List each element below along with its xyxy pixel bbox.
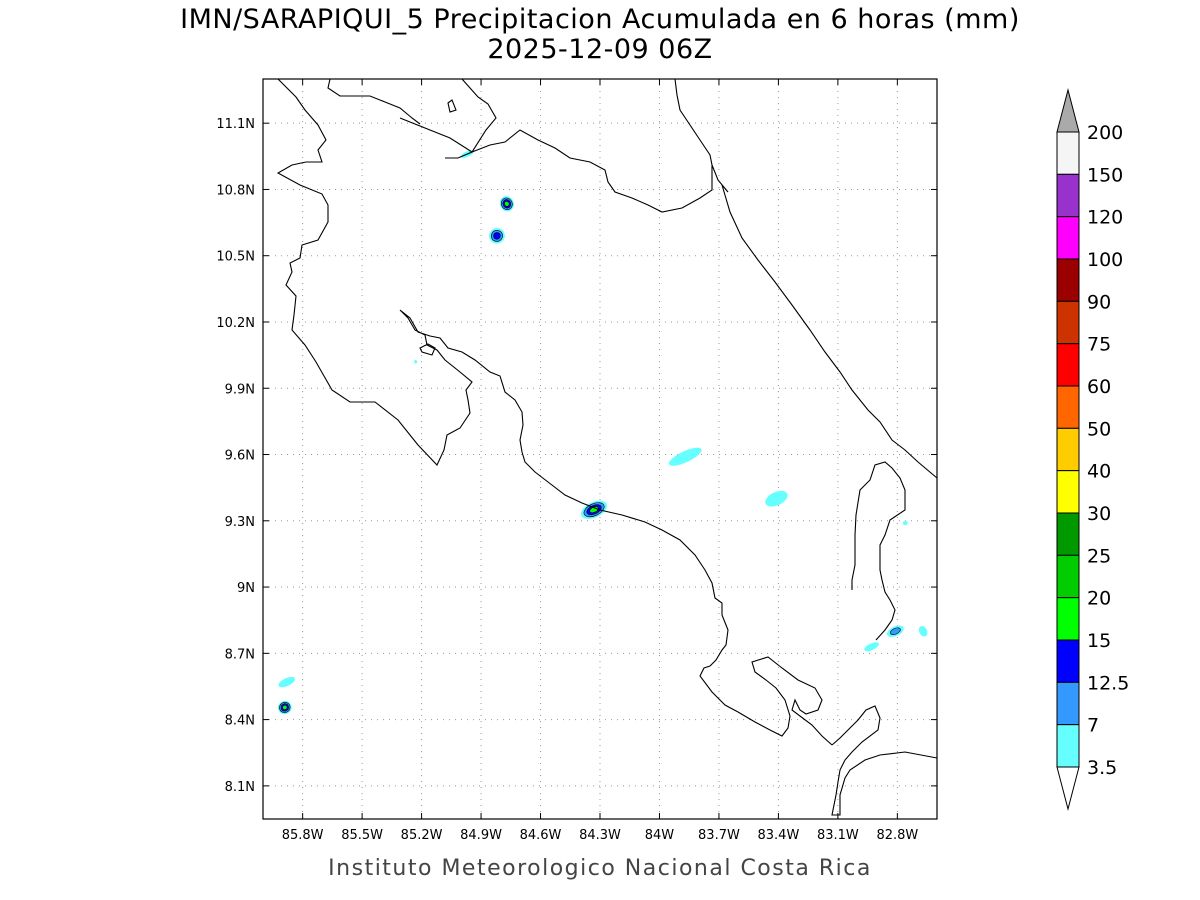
precip-cell [918, 625, 928, 637]
colorbar-level-label: 7 [1087, 715, 1099, 737]
precip-cell [499, 196, 514, 212]
colorbar-level-label: 150 [1087, 164, 1123, 186]
lon-tick-label: 84W [645, 828, 675, 843]
precipitation-layer [277, 150, 928, 715]
colorbar-level-label: 200 [1087, 122, 1123, 144]
lat-tick-label: 9.9N [225, 382, 255, 397]
colorbar-swatch [1056, 724, 1080, 768]
lat-tick-label: 9.3N [225, 515, 255, 530]
gridlines [263, 79, 937, 819]
colorbar-level-label: 15 [1087, 630, 1111, 652]
lon-tick-label: 83.7W [698, 828, 740, 843]
precip-cell [668, 447, 702, 466]
precip-cell [414, 360, 418, 364]
precip-cell [902, 520, 908, 526]
latitude-axis: 11.1N 10.8N 10.5N 10.2N 9.9N 9.6N 9.3N 9N 8.7N 8.… [216, 117, 937, 795]
colorbar-level-label: 30 [1087, 503, 1111, 525]
precip-contour [902, 520, 908, 526]
precip-cell [887, 625, 904, 638]
lon-tick-label: 85.2W [401, 828, 443, 843]
lat-tick-label: 10.5N [216, 250, 255, 265]
lat-tick-label: 9N [237, 581, 255, 596]
colorbar-swatch [1056, 385, 1080, 429]
lon-tick-label: 85.5W [341, 828, 383, 843]
map-subtitle-datetime: 2025-12-09 06Z [487, 34, 713, 65]
colorbar-swatch [1056, 300, 1080, 345]
precip-cell [864, 642, 879, 652]
precip-contour [864, 642, 879, 652]
colorbar-swatch [1056, 681, 1080, 726]
colorbar-swatch [1056, 554, 1080, 599]
lon-tick-label: 83.1W [817, 828, 859, 843]
lon-tick-label: 85.8W [282, 828, 324, 843]
colorbar-level-label: 40 [1087, 461, 1111, 483]
precip-cell [278, 676, 296, 688]
lon-tick-label: 84.3W [579, 828, 621, 843]
lat-tick-label: 8.7N [225, 647, 255, 662]
precip-contour [414, 360, 418, 364]
colorbar-top-arrow [1056, 88, 1080, 133]
longitude-axis: 85.8W 85.5W 85.2W 84.9W 84.6W 84.3W 84W 83.7W 83… [282, 79, 918, 843]
colorbar-level-label: 3.5 [1087, 757, 1117, 779]
pacific-coastline [276, 78, 833, 746]
precip-contour [493, 232, 501, 240]
lat-tick-label: 10.2N [216, 316, 255, 331]
colorbar-swatch [1056, 597, 1080, 641]
north-coast-upper [327, 78, 421, 125]
precip-contour [668, 447, 702, 466]
colorbar-level-label: 60 [1087, 376, 1111, 398]
burica-coastline [831, 705, 938, 816]
lat-tick-label: 11.1N [216, 117, 255, 132]
map-area: 85.8W 85.5W 85.2W 84.9W 84.6W 84.3W 84W 83.7W 83… [216, 78, 938, 843]
footer-credit: Instituto Meteorologico Nacional Costa R… [328, 856, 872, 881]
caribbean-north-shore [674, 78, 713, 166]
lon-tick-label: 84.9W [460, 828, 502, 843]
coastline [276, 78, 938, 816]
map-background [263, 79, 937, 819]
precip-contour [504, 200, 510, 207]
colorbar-swatch [1056, 512, 1080, 556]
precip-cell [489, 228, 505, 244]
lat-tick-label: 8.4N [225, 714, 255, 729]
colorbar-swatch [1056, 427, 1080, 472]
lon-tick-label: 84.6W [520, 828, 562, 843]
island-north [447, 99, 457, 113]
colorbar-level-label: 20 [1087, 588, 1111, 610]
colorbar-swatch [1056, 470, 1080, 514]
precip-cell [277, 700, 292, 715]
lon-tick-label: 82.8W [876, 828, 918, 843]
lat-tick-label: 9.6N [225, 449, 255, 464]
colorbar-legend: 200 150 120 100 90 75 60 50 40 30 25 20 15 12.5 7 3.5 [1056, 88, 1129, 811]
precip-contour [282, 704, 288, 710]
precip-contour [890, 627, 901, 636]
colorbar-swatch [1056, 131, 1080, 175]
colorbar-level-label: 50 [1087, 418, 1111, 440]
precip-cell [765, 490, 788, 507]
colorbar-level-label: 12.5 [1087, 672, 1129, 694]
north-coast-lake [445, 78, 497, 159]
colorbar-level-label: 100 [1087, 249, 1123, 271]
colorbar-bottom-arrow [1056, 766, 1080, 811]
colorbar-level-label: 120 [1087, 207, 1123, 229]
colorbar-level-label: 25 [1087, 545, 1111, 567]
precip-contour [278, 676, 296, 688]
caribbean-coastline [399, 117, 938, 479]
panama-border [851, 461, 906, 641]
island-chira [419, 343, 436, 356]
precip-contour [765, 490, 788, 507]
colorbar-swatch [1056, 173, 1080, 218]
lat-tick-label: 10.8N [216, 183, 255, 198]
colorbar-level-label: 90 [1087, 291, 1111, 313]
colorbar-swatch [1056, 258, 1080, 302]
colorbar-swatch [1056, 216, 1080, 260]
lat-tick-label: 8.1N [225, 780, 255, 795]
colorbar-swatch [1056, 343, 1080, 387]
map-title: IMN/SARAPIQUI_5 Precipitacion Acumulada … [180, 4, 1020, 35]
precip-contour [918, 625, 928, 637]
colorbar-swatch [1056, 639, 1080, 683]
lon-tick-label: 83.4W [758, 828, 800, 843]
colorbar-level-label: 75 [1087, 334, 1111, 356]
